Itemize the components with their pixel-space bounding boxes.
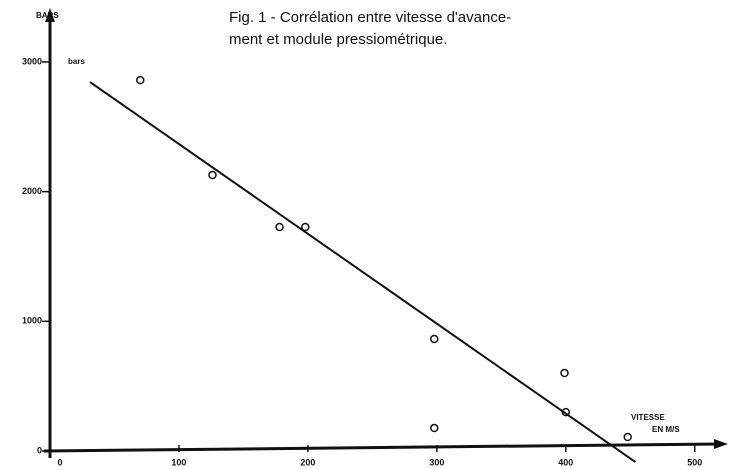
y-tick-label: 1000 [22, 316, 42, 326]
data-point [561, 407, 571, 417]
data-point [301, 222, 310, 232]
chart-title: Fig. 1 - Corrélation entre vitesse d'ava… [229, 9, 511, 26]
y-tick-label: 0 [37, 445, 42, 455]
x-tick-label: 300 [429, 457, 444, 467]
x-axis-arrow [714, 439, 728, 449]
y-tick-label: 2000 [22, 186, 42, 196]
x-tick-label: 0 [57, 457, 62, 467]
x-axis-label: VITESSE [631, 413, 665, 422]
y-axis-arrow [45, 8, 55, 22]
data-point [623, 432, 632, 442]
x-tick-label: 100 [171, 457, 186, 467]
data-point [275, 222, 284, 232]
data-point [430, 423, 439, 433]
chart-title: ment et module pressiométrique. [229, 31, 447, 48]
x-tick-label: 400 [558, 457, 573, 467]
x-axis [43, 442, 721, 453]
x-axis-label: EN M/S [652, 425, 680, 434]
data-point [136, 75, 145, 85]
y-tick-label: 3000 [22, 56, 42, 66]
y-axis-unit: bars [68, 57, 85, 66]
x-tick-label: 500 [687, 457, 702, 467]
x-tick-label: 200 [300, 457, 315, 467]
data-point [560, 368, 569, 378]
data-point [430, 334, 439, 344]
trend-line [89, 81, 637, 463]
data-point [208, 170, 217, 180]
